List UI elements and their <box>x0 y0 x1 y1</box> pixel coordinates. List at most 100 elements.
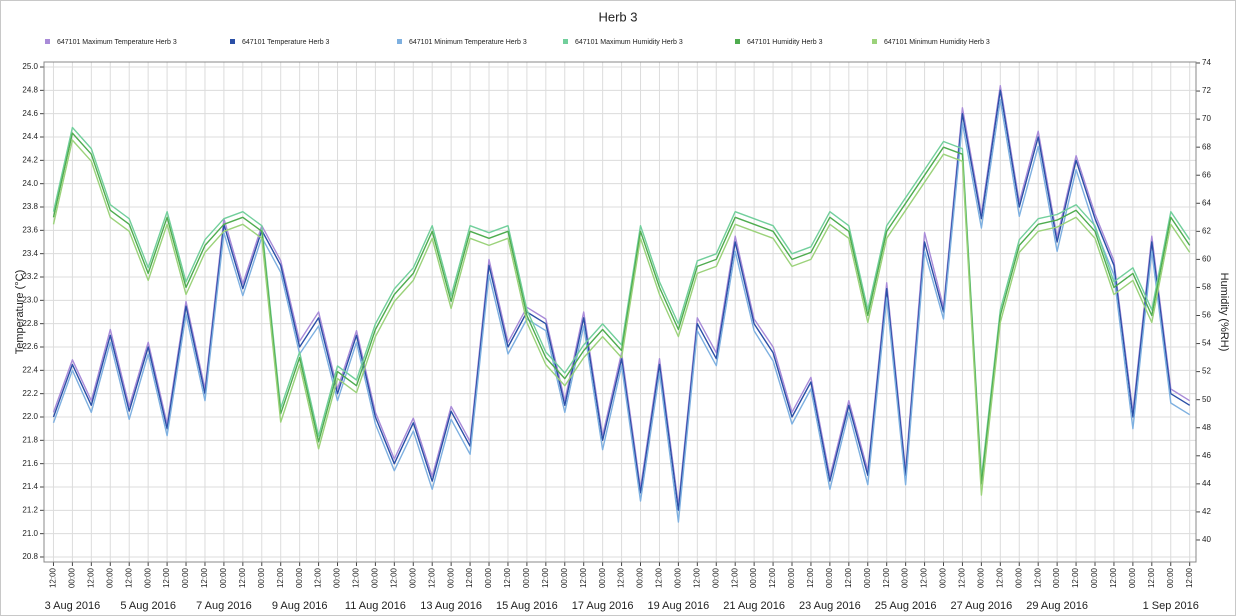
y2-tick-label: 40 <box>1202 535 1211 544</box>
y-tick-label: 23.8 <box>22 202 38 211</box>
x-date-label: 21 Aug 2016 <box>723 600 785 612</box>
x-tick-label: 12:00 <box>1147 567 1156 588</box>
y2-tick-label: 42 <box>1202 507 1211 516</box>
series-line <box>52 139 1191 496</box>
x-tick-label: 00:00 <box>143 567 152 588</box>
y-tick-label: 21.2 <box>22 505 38 514</box>
x-tick-label: 12:00 <box>882 567 891 588</box>
y-axis-label: Temperature (°C) <box>14 270 26 354</box>
series-line <box>52 132 1191 485</box>
x-tick-label: 12:00 <box>806 567 815 588</box>
x-date-label: 9 Aug 2016 <box>272 600 328 612</box>
y-tick-label: 23.2 <box>22 272 38 281</box>
x-tick-label: 00:00 <box>68 567 77 588</box>
x-date-label: 5 Aug 2016 <box>120 600 176 612</box>
y-tick-label: 22.2 <box>22 389 38 398</box>
y2-tick-label: 54 <box>1202 339 1211 348</box>
x-tick-label: 00:00 <box>333 567 342 588</box>
x-tick-label: 12:00 <box>920 567 929 588</box>
x-date-label: 1 Sep 2016 <box>1143 600 1199 612</box>
y2-tick-label: 74 <box>1202 58 1211 67</box>
x-tick-label: 00:00 <box>446 567 455 588</box>
y-tick-label: 21.8 <box>22 435 38 444</box>
x-tick-label: 00:00 <box>105 567 114 588</box>
y-tick-label: 20.8 <box>22 552 38 561</box>
x-tick-label: 12:00 <box>86 567 95 588</box>
y2-tick-label: 72 <box>1202 86 1211 95</box>
x-tick-label: 00:00 <box>749 567 758 588</box>
legend-label: 647101 Humidity Herb 3 <box>747 39 823 46</box>
x-tick-label: 00:00 <box>598 567 607 588</box>
x-tick-label: 00:00 <box>257 567 266 588</box>
legend-swatch <box>45 39 50 44</box>
x-tick-label: 12:00 <box>1071 567 1080 588</box>
x-tick-label: 12:00 <box>692 567 701 588</box>
x-tick-label: 00:00 <box>711 567 720 588</box>
x-tick-label: 12:00 <box>276 567 285 588</box>
series-line <box>52 89 1191 511</box>
x-tick-label: 12:00 <box>465 567 474 588</box>
y2-tick-label: 56 <box>1202 311 1211 320</box>
legend-swatch <box>872 39 877 44</box>
x-tick-label: 12:00 <box>768 567 777 588</box>
x-tick-label: 00:00 <box>484 567 493 588</box>
x-date-label: 19 Aug 2016 <box>647 600 709 612</box>
x-tick-label: 00:00 <box>863 567 872 588</box>
x-tick-label: 12:00 <box>617 567 626 588</box>
x-tick-label: 00:00 <box>371 567 380 588</box>
series-line <box>52 85 1191 507</box>
x-tick-label: 00:00 <box>295 567 304 588</box>
x-tick-label: 12:00 <box>995 567 1004 588</box>
y2-tick-label: 60 <box>1202 254 1211 263</box>
x-tick-label: 12:00 <box>730 567 739 588</box>
x-tick-label: 12:00 <box>655 567 664 588</box>
y-tick-label: 23.6 <box>22 225 38 234</box>
x-tick-label: 12:00 <box>427 567 436 588</box>
x-tick-label: 00:00 <box>901 567 910 588</box>
x-tick-label: 00:00 <box>1128 567 1137 588</box>
x-tick-label: 12:00 <box>579 567 588 588</box>
x-tick-label: 12:00 <box>124 567 133 588</box>
y2-axis-label: Humidity (%RH) <box>1218 273 1230 352</box>
x-date-label: 13 Aug 2016 <box>420 600 482 612</box>
y-tick-label: 24.2 <box>22 155 38 164</box>
y-tick-label: 23.0 <box>22 295 38 304</box>
y2-tick-label: 46 <box>1202 451 1211 460</box>
legend-label: 647101 Minimum Temperature Herb 3 <box>409 39 527 46</box>
y-tick-label: 22.6 <box>22 342 38 351</box>
x-tick-label: 12:00 <box>238 567 247 588</box>
x-tick-label: 00:00 <box>560 567 569 588</box>
y2-tick-label: 50 <box>1202 395 1211 404</box>
y2-tick-label: 64 <box>1202 198 1211 207</box>
y-tick-label: 24.6 <box>22 109 38 118</box>
x-tick-label: 00:00 <box>522 567 531 588</box>
legend-label: 647101 Maximum Temperature Herb 3 <box>57 39 177 46</box>
y2-tick-label: 44 <box>1202 479 1211 488</box>
x-tick-label: 12:00 <box>49 567 58 588</box>
x-date-label: 25 Aug 2016 <box>875 600 937 612</box>
x-tick-label: 00:00 <box>939 567 948 588</box>
legend-label: 647101 Temperature Herb 3 <box>242 39 330 46</box>
x-tick-label: 12:00 <box>503 567 512 588</box>
x-date-label: 11 Aug 2016 <box>345 600 406 612</box>
y2-tick-label: 52 <box>1202 367 1211 376</box>
x-tick-label: 00:00 <box>787 567 796 588</box>
y2-tick-label: 68 <box>1202 142 1211 151</box>
y2-tick-label: 66 <box>1202 170 1211 179</box>
x-tick-label: 12:00 <box>352 567 361 588</box>
x-tick-label: 12:00 <box>844 567 853 588</box>
x-tick-label: 12:00 <box>541 567 550 588</box>
x-date-label: 3 Aug 2016 <box>45 600 101 612</box>
x-date-label: 29 Aug 2016 <box>1026 600 1088 612</box>
x-tick-label: 00:00 <box>181 567 190 588</box>
series-line <box>52 126 1191 479</box>
y-tick-label: 22.0 <box>22 412 38 421</box>
y2-tick-label: 48 <box>1202 423 1211 432</box>
y2-tick-label: 70 <box>1202 114 1211 123</box>
x-tick-label: 00:00 <box>1052 567 1061 588</box>
x-date-label: 23 Aug 2016 <box>799 600 861 612</box>
x-tick-label: 12:00 <box>162 567 171 588</box>
legend-label: 647101 Minimum Humidity Herb 3 <box>884 39 990 46</box>
